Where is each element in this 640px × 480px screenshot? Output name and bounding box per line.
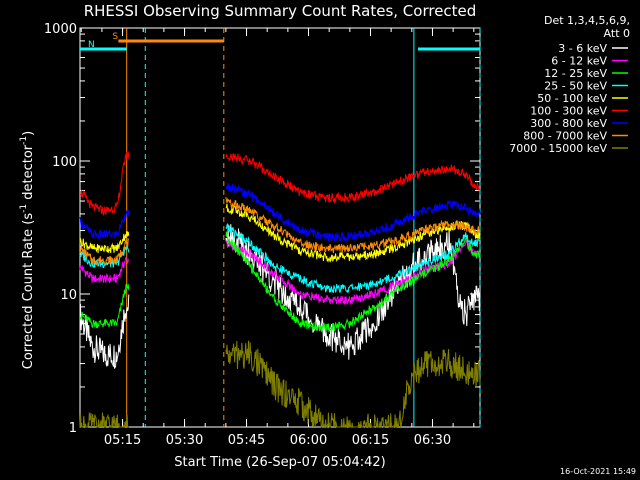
legend-label: 300 - 800 keV xyxy=(530,117,607,130)
y-tick-label: 10 xyxy=(60,288,77,303)
legend-label: 50 - 100 keV xyxy=(537,92,607,105)
series-line-pre-gap xyxy=(79,230,130,254)
x-tick-label: 06:15 xyxy=(352,433,389,448)
series-line xyxy=(225,182,481,242)
y-tick-label: 1000 xyxy=(44,22,77,37)
series-line-pre-gap xyxy=(79,237,130,267)
y-axis-label-sup1: -1 xyxy=(19,204,29,213)
flag-label: S xyxy=(112,32,118,42)
legend-label: 7000 - 15000 keV xyxy=(509,142,607,155)
timestamp: 16-Oct-2021 15:49 xyxy=(560,467,636,476)
x-tick-label: 05:30 xyxy=(166,433,203,448)
y-axis-label-part2: detector xyxy=(21,144,36,204)
series-line xyxy=(225,153,481,205)
chart-title: RHESSI Observing Summary Count Rates, Co… xyxy=(84,2,477,20)
series-line xyxy=(225,223,481,294)
y-axis-label-part1: Corrected Count Rate (s xyxy=(21,213,36,370)
y-axis-label-sup2: -1 xyxy=(19,136,29,145)
series-line-pre-gap xyxy=(79,209,130,240)
series-line xyxy=(225,196,481,254)
time-markers xyxy=(126,28,481,427)
y-axis: 1 10 100 1000 xyxy=(44,22,480,436)
series-line-pre-gap xyxy=(79,283,130,329)
flag-bars: SN xyxy=(80,32,480,51)
flag-label: N xyxy=(88,40,95,50)
series-line-pre-gap xyxy=(79,412,129,429)
y-tick-label: 100 xyxy=(52,155,77,170)
x-tick-label: 06:00 xyxy=(290,433,327,448)
series-group xyxy=(79,151,481,429)
legend-label: 3 - 6 keV xyxy=(558,42,607,55)
x-tick-label: 05:45 xyxy=(228,433,265,448)
y-axis-label-part3: ) xyxy=(21,131,36,136)
x-axis: 05:15 05:30 05:45 06:00 06:15 06:30 xyxy=(80,28,475,448)
series-line xyxy=(225,239,481,306)
legend-header-1: Det 1,3,4,5,6,9, xyxy=(544,14,630,27)
y-axis-label: Corrected Count Rate (s-1 detector-1) xyxy=(19,131,36,369)
legend-label: 800 - 7000 keV xyxy=(523,130,607,143)
series-line xyxy=(225,224,481,360)
x-axis-label: Start Time (26-Sep-07 05:04:42) xyxy=(174,455,385,470)
legend-label: 25 - 50 keV xyxy=(544,80,607,93)
series-line xyxy=(225,203,481,263)
legend-label: 6 - 12 keV xyxy=(551,55,607,68)
series-line-pre-gap xyxy=(79,256,130,283)
legend-label: 100 - 300 keV xyxy=(530,105,607,118)
legend-header-2: Att 0 xyxy=(604,27,630,40)
series-line xyxy=(225,340,481,429)
series-line-pre-gap xyxy=(79,151,130,217)
x-tick-label: 06:30 xyxy=(414,433,451,448)
legend-label: 12 - 25 keV xyxy=(544,67,607,80)
series-line-pre-gap xyxy=(79,294,130,369)
y-tick-label: 1 xyxy=(69,421,77,436)
series-line xyxy=(225,231,481,334)
x-tick-label: 05:15 xyxy=(104,433,141,448)
